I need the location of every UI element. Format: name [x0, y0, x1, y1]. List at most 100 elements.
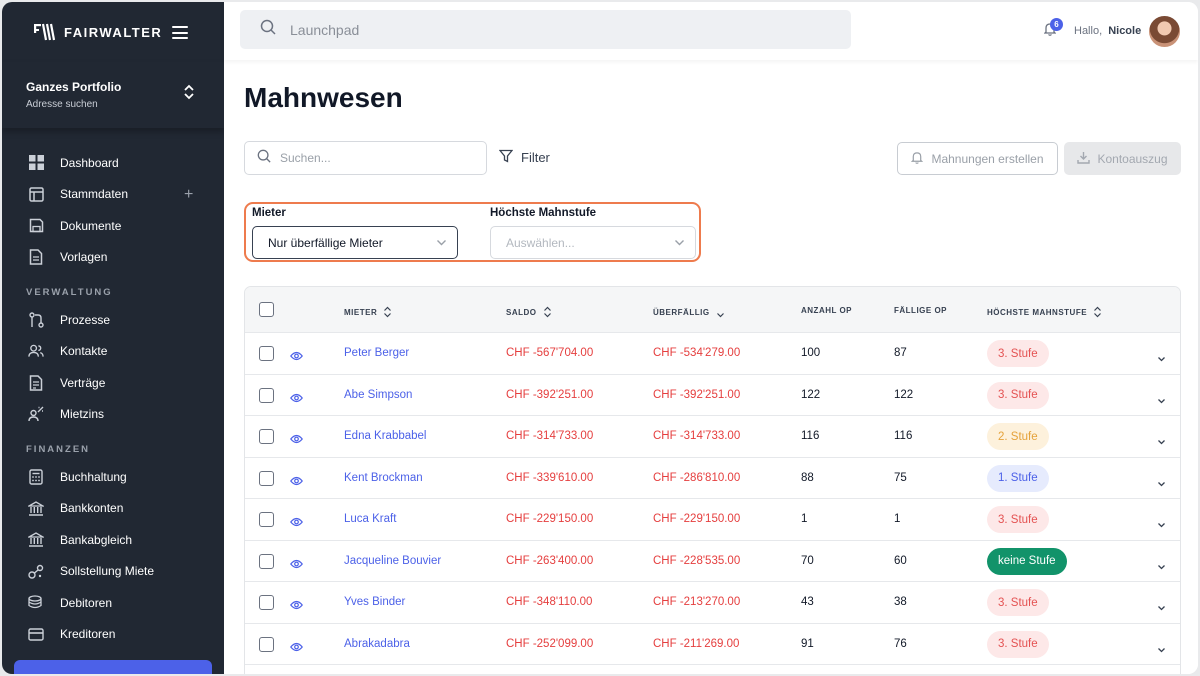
eye-icon[interactable]: [290, 473, 303, 491]
filter-button[interactable]: Filter: [498, 149, 550, 166]
mieter-link[interactable]: Abrakadabra: [344, 637, 410, 650]
sidebar-item-prozesse[interactable]: Prozesse: [2, 304, 224, 336]
sort-icon: [1093, 306, 1102, 318]
sidebar-item-dashboard[interactable]: Dashboard: [2, 147, 224, 179]
ueberfaellig-value: CHF -228'535.00: [653, 554, 741, 567]
mahnungen-erstellen-button[interactable]: Mahnungen erstellen: [897, 142, 1058, 175]
eye-icon[interactable]: [290, 431, 303, 449]
select-all-checkbox[interactable]: [259, 302, 274, 317]
row-checkbox[interactable]: [259, 595, 274, 610]
mieter-link[interactable]: Luca Kraft: [344, 513, 397, 525]
sidebar-item-kontakte[interactable]: Kontakte: [2, 336, 224, 368]
mieter-link[interactable]: Yves Binder: [344, 596, 406, 608]
chevron-down-icon[interactable]: [1157, 641, 1166, 659]
credit-card-icon: [28, 626, 44, 642]
sidebar-item-dokumente[interactable]: Dokumente: [2, 210, 224, 242]
ueberfaellig-value: CHF -286'810.00: [653, 471, 741, 484]
table-body: Peter Berger CHF -567'704.00 CHF -534'279.…: [245, 333, 1180, 665]
table-row[interactable]: Abrakadabra CHF -252'099.00 CHF -211'269.0…: [245, 623, 1180, 665]
row-checkbox[interactable]: [259, 470, 274, 486]
sidebar-item-debitoren[interactable]: Debitoren: [2, 587, 224, 619]
mieter-link[interactable]: Edna Krabbabel: [344, 430, 427, 442]
row-checkbox[interactable]: [259, 553, 274, 569]
table-row[interactable]: Abe Simpson CHF -392'251.00 CHF -392'251.0…: [245, 374, 1180, 416]
sidebar-item-vertraege[interactable]: Verträge: [2, 367, 224, 399]
user-greeting[interactable]: Hallo, Nicole: [1074, 25, 1141, 37]
kontoauszug-button[interactable]: Kontoauszug: [1064, 142, 1181, 175]
table-row[interactable]: Peter Berger CHF -567'704.00 CHF -534'279.…: [245, 333, 1180, 375]
filter-mahnstufe-label: Höchste Mahnstufe: [490, 207, 597, 219]
row-checkbox[interactable]: [259, 636, 274, 652]
faellige-op-value: 116: [894, 430, 913, 442]
bell-icon: [911, 151, 924, 167]
eye-icon[interactable]: [290, 597, 303, 615]
launchpad-placeholder: Launchpad: [290, 21, 360, 38]
chevron-down-icon[interactable]: [1157, 350, 1166, 368]
chevron-down-icon[interactable]: [1157, 475, 1166, 493]
column-header-saldo[interactable]: SALDO: [506, 306, 552, 318]
row-checkbox[interactable]: [259, 512, 274, 527]
chevron-down-icon[interactable]: [1157, 433, 1166, 451]
sidebar-item-vorlagen[interactable]: Vorlagen: [2, 242, 224, 274]
chevron-down-icon[interactable]: [1157, 392, 1166, 410]
table-header: MIETER SALDO ÜBERFÄLLIG ANZAHL OP FÄLLIG…: [245, 287, 1180, 333]
table-row[interactable]: Edna Krabbabel CHF -314'733.00 CHF -314'73…: [245, 416, 1180, 458]
file-icon: [28, 249, 44, 265]
row-checkbox[interactable]: [259, 387, 274, 403]
process-icon: [28, 312, 44, 328]
eye-icon[interactable]: [290, 390, 303, 408]
anzahl-op-value: 70: [801, 554, 814, 567]
saldo-value: CHF -567'704.00: [506, 347, 594, 359]
filter-highlight-box: [244, 202, 701, 262]
sidebar-item-bankkonten[interactable]: Bankkonten: [2, 493, 224, 525]
sidebar-item-kreditoren[interactable]: Kreditoren: [2, 619, 224, 651]
saldo-value: CHF -263'400.00: [506, 554, 594, 567]
coins-icon: [28, 595, 44, 611]
mieter-link[interactable]: Peter Berger: [344, 347, 410, 359]
plus-icon[interactable]: +: [184, 185, 194, 203]
chevron-down-icon: [674, 237, 685, 251]
faellige-op-value: 60: [894, 554, 907, 567]
sidebar-item-mietzins[interactable]: Mietzins: [2, 399, 224, 431]
faellige-op-value: 76: [894, 637, 907, 650]
row-checkbox[interactable]: [259, 346, 274, 361]
portfolio-selector[interactable]: Ganzes Portfolio Adresse suchen: [2, 62, 224, 128]
sidebar-item-buchhaltung[interactable]: Buchhaltung: [2, 461, 224, 493]
table-search-input[interactable]: Suchen...: [244, 141, 487, 175]
eye-icon[interactable]: [290, 514, 303, 532]
launchpad-search[interactable]: Launchpad: [240, 10, 851, 49]
sidebar-item-mahnwesen-active[interactable]: [14, 660, 212, 674]
sidebar-item-bankabgleich[interactable]: Bankabgleich: [2, 524, 224, 556]
bank-icon: [28, 500, 44, 516]
column-header-ueberfaellig[interactable]: ÜBERFÄLLIG: [653, 306, 725, 319]
filter-mahnstufe-select[interactable]: Auswählen...: [490, 226, 696, 259]
mieter-link[interactable]: Jacqueline Bouvier: [344, 554, 442, 567]
chevron-down-icon[interactable]: [1157, 599, 1166, 617]
table-row[interactable]: Kent Brockman CHF -339'610.00 CHF -286'810…: [245, 457, 1180, 499]
sidebar-item-stammdaten[interactable]: Stammdaten +: [2, 179, 224, 211]
row-checkbox[interactable]: [259, 429, 274, 444]
rent-icon: [28, 406, 44, 422]
table-row[interactable]: Yves Binder CHF -348'110.00 CHF -213'270.0…: [245, 582, 1180, 624]
logo-row: FAIRWALTER: [2, 2, 224, 62]
eye-icon[interactable]: [290, 556, 303, 574]
menu-icon[interactable]: [172, 26, 188, 39]
table-row[interactable]: Luca Kraft CHF -229'150.00 CHF -229'150.00…: [245, 499, 1180, 541]
column-header-mahnstufe[interactable]: HÖCHSTE MAHNSTUFE: [987, 306, 1102, 318]
chevron-down-icon: [436, 237, 447, 251]
table-row[interactable]: Jacqueline Bouvier CHF -263'400.00 CHF -22…: [245, 540, 1180, 582]
column-header-mieter[interactable]: MIETER: [344, 306, 392, 318]
anzahl-op-value: 43: [801, 596, 814, 608]
mieter-link[interactable]: Abe Simpson: [344, 388, 413, 401]
avatar[interactable]: [1149, 16, 1180, 47]
eye-icon[interactable]: [290, 639, 303, 657]
chevron-down-icon[interactable]: [1157, 558, 1166, 576]
filter-mieter-select[interactable]: Nur überfällige Mieter: [252, 226, 458, 259]
chevron-down-icon[interactable]: [1157, 516, 1166, 534]
sidebar-item-sollstellung-miete[interactable]: Sollstellung Miete: [2, 556, 224, 588]
filter-mieter-label: Mieter: [252, 207, 286, 219]
status-badge: 3. Stufe: [987, 506, 1049, 533]
eye-icon[interactable]: [290, 348, 303, 366]
mieter-link[interactable]: Kent Brockman: [344, 471, 423, 484]
